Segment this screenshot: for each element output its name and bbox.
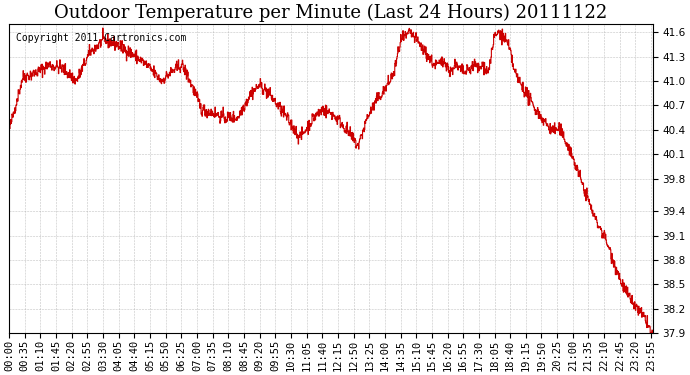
Title: Outdoor Temperature per Minute (Last 24 Hours) 20111122: Outdoor Temperature per Minute (Last 24 … — [55, 4, 608, 22]
Text: Copyright 2011 Cartronics.com: Copyright 2011 Cartronics.com — [16, 33, 186, 43]
